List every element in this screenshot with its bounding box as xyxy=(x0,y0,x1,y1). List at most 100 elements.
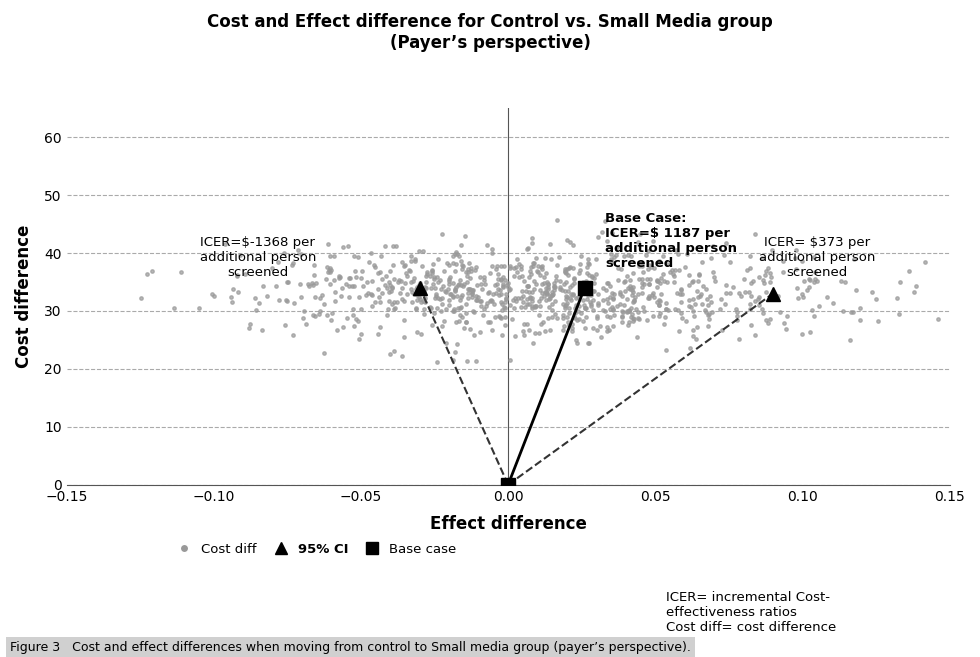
Point xyxy=(622,275,638,285)
Point xyxy=(470,292,486,302)
Point xyxy=(453,256,468,266)
Point xyxy=(385,260,401,271)
Point xyxy=(434,292,450,303)
Point xyxy=(472,327,488,337)
Point xyxy=(737,286,753,297)
Point xyxy=(513,293,528,304)
Point xyxy=(651,276,666,286)
Point xyxy=(372,321,388,332)
Point xyxy=(484,325,500,336)
Point xyxy=(604,228,619,238)
Point xyxy=(651,256,666,267)
Point xyxy=(542,293,558,304)
Point xyxy=(747,296,762,306)
Point xyxy=(488,288,504,298)
Point xyxy=(586,278,602,288)
Point xyxy=(545,289,561,300)
Point xyxy=(445,278,461,288)
Point xyxy=(603,292,618,302)
Point xyxy=(599,294,614,305)
Point xyxy=(495,272,511,283)
Point xyxy=(549,275,564,285)
Point xyxy=(486,298,502,309)
Point xyxy=(410,295,425,306)
Point xyxy=(612,288,628,299)
Point xyxy=(413,297,428,307)
Point xyxy=(458,299,473,309)
Point xyxy=(499,279,514,290)
Point xyxy=(452,294,467,305)
Point xyxy=(733,290,749,301)
Point xyxy=(729,311,745,321)
Point xyxy=(626,295,642,306)
Point xyxy=(614,291,630,302)
Point xyxy=(473,279,489,290)
Point xyxy=(756,277,771,288)
Point xyxy=(610,275,625,285)
Point xyxy=(671,265,687,275)
Point xyxy=(705,307,720,317)
Point xyxy=(592,321,608,331)
Point xyxy=(705,267,720,277)
Point xyxy=(447,265,463,276)
Point xyxy=(448,247,464,258)
Point xyxy=(571,268,587,279)
Point xyxy=(426,308,442,319)
Point xyxy=(586,273,602,283)
Point xyxy=(364,290,379,301)
Point xyxy=(319,262,335,273)
Point xyxy=(524,238,540,248)
Point xyxy=(577,311,593,322)
Point xyxy=(557,264,572,275)
Point xyxy=(736,273,752,284)
Point xyxy=(634,273,650,284)
Point xyxy=(458,317,473,327)
Point xyxy=(646,263,662,273)
Point xyxy=(530,261,546,271)
Point xyxy=(543,325,559,335)
Point xyxy=(702,291,717,302)
Point xyxy=(580,290,596,300)
Point xyxy=(591,300,607,310)
Point xyxy=(681,294,697,305)
Point xyxy=(466,265,482,275)
Point xyxy=(701,321,716,331)
Point xyxy=(459,307,474,318)
Point xyxy=(401,265,416,275)
Point xyxy=(728,304,744,314)
Point xyxy=(760,318,775,328)
Point xyxy=(622,303,638,313)
Point xyxy=(567,313,583,323)
Point xyxy=(708,275,723,286)
Point xyxy=(557,285,572,296)
Point xyxy=(516,319,532,329)
Point xyxy=(429,272,445,283)
Point xyxy=(418,283,434,294)
Point xyxy=(566,272,582,283)
Point xyxy=(568,300,584,310)
Point xyxy=(133,292,149,303)
Point xyxy=(519,281,535,292)
Point xyxy=(423,268,439,279)
Point xyxy=(739,265,755,276)
Point xyxy=(553,275,568,286)
Point xyxy=(342,273,358,283)
Point xyxy=(606,305,621,315)
Point xyxy=(275,248,291,259)
Point xyxy=(380,304,396,314)
Point xyxy=(506,263,521,273)
Point xyxy=(455,311,470,322)
Point xyxy=(902,266,917,277)
Point xyxy=(482,296,498,306)
Point xyxy=(623,312,639,323)
Point xyxy=(490,274,506,284)
Point xyxy=(690,291,706,302)
Point xyxy=(459,317,474,327)
Point xyxy=(685,330,701,341)
Point xyxy=(394,294,410,304)
Point xyxy=(584,300,600,311)
Point xyxy=(480,288,496,298)
Point xyxy=(807,277,822,287)
Point xyxy=(537,252,553,263)
Point xyxy=(704,297,719,307)
